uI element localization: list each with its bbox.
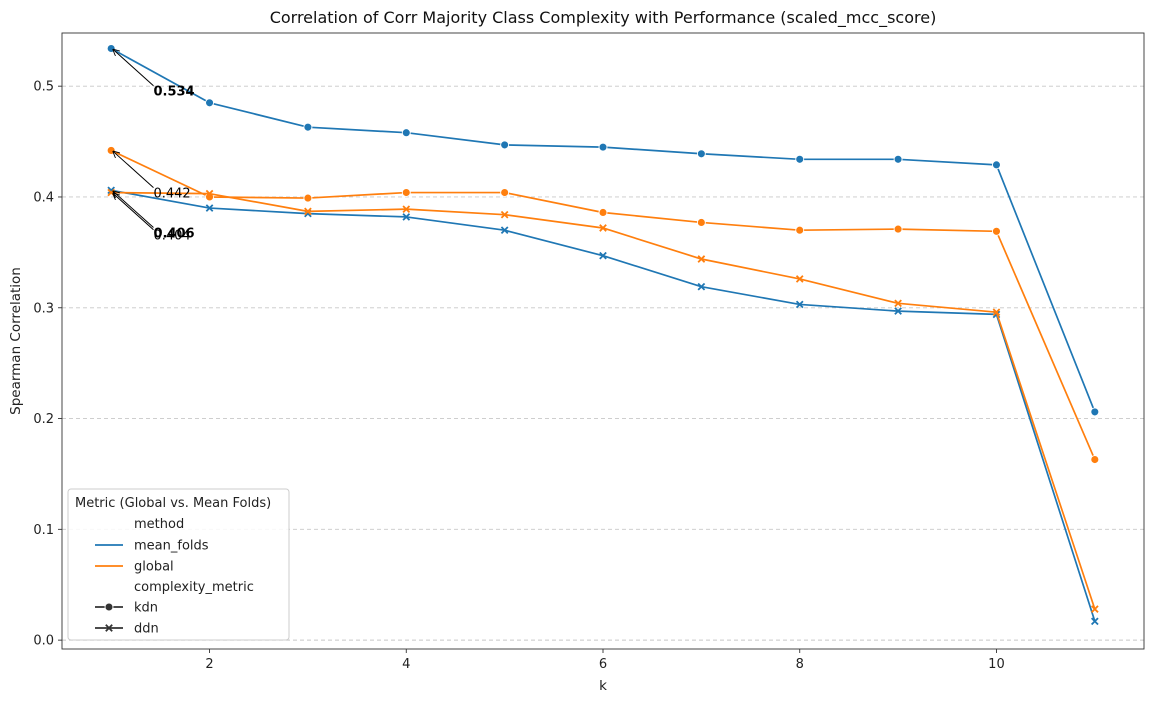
data-point: [303, 193, 313, 203]
y-tick-label: 0.3: [33, 301, 54, 316]
gridlines: [62, 85, 1144, 641]
data-point: [1090, 605, 1099, 613]
y-tick-label: 0.4: [33, 190, 54, 205]
data-point: [304, 207, 312, 216]
data-point: [500, 140, 510, 150]
legend-marker-kdn: [104, 602, 114, 612]
annotation-arrow: [113, 151, 154, 189]
x-tick-label: 8: [796, 657, 804, 672]
data-point: [106, 44, 116, 53]
data-point: [893, 224, 903, 234]
annotation-label: 0.442: [153, 187, 190, 202]
data-point: [402, 213, 411, 221]
y-tick-label: 0.1: [33, 523, 54, 538]
data-point: [795, 300, 804, 309]
x-tick-label: 6: [599, 657, 607, 672]
data-point: [697, 282, 706, 291]
annotation-arrow: [113, 191, 154, 228]
y-tick-label: 0.0: [33, 634, 54, 649]
annotation-label: 0.404: [153, 229, 190, 244]
data-point: [992, 160, 1001, 170]
legend-label-mean_folds: mean_folds: [134, 539, 209, 554]
data-point: [1090, 455, 1100, 464]
data-point: [500, 226, 509, 235]
data-point: [795, 154, 805, 164]
legend-label-ddn: ddn: [134, 622, 159, 637]
legend-style-items: kdn ddn: [95, 601, 159, 637]
y-axis-title: Spearman Correlation: [8, 267, 24, 415]
data-point: [303, 122, 313, 132]
data-point: [894, 307, 902, 315]
annotation-label: 0.534: [153, 85, 194, 100]
data-point: [893, 154, 903, 164]
x-tick-label: 4: [402, 657, 410, 672]
data-point: [696, 149, 706, 159]
data-point: [992, 226, 1001, 236]
y-tick-label: 0.5: [33, 80, 54, 95]
y-tick-label: 0.2: [33, 412, 54, 427]
data-point: [894, 299, 902, 308]
legend-box: [67, 488, 290, 641]
data-point: [598, 142, 608, 152]
data-point: [500, 188, 510, 197]
data-point: [106, 145, 116, 155]
x-axis-title: k: [599, 678, 607, 694]
data-point: [500, 210, 509, 219]
data-point: [402, 205, 411, 213]
axes: 0.0 0.1 0.2 0.3 0.4 0.5 2 4 6 8 10: [33, 80, 1004, 672]
data-point: [697, 255, 706, 263]
data-point: [992, 308, 1001, 317]
chart-title: Correlation of Corr Majority Class Compl…: [270, 8, 937, 28]
x-tick-label: 10: [988, 657, 1005, 672]
legend-label-global: global: [134, 560, 174, 575]
series-global-kdn: [106, 145, 1100, 464]
data-point: [1090, 617, 1099, 626]
annotation-arrow: [113, 194, 154, 231]
data-point: [205, 98, 214, 108]
data-point: [795, 275, 804, 283]
data-point: [1090, 407, 1100, 417]
data-point: [598, 208, 608, 217]
data-point: [205, 204, 214, 212]
legend-marker-ddn: [105, 624, 113, 632]
data-point: [599, 224, 607, 232]
data-point: [795, 225, 805, 235]
x-tick-label: 2: [205, 657, 213, 672]
legend-title: Metric (Global vs. Mean Folds): [75, 496, 271, 511]
series-mean_folds-kdn: [106, 44, 1100, 417]
data-point: [205, 189, 214, 198]
legend-hue-header: method: [134, 517, 184, 532]
legend-style-header: complexity_metric: [134, 580, 254, 595]
legend-label-kdn: kdn: [134, 601, 158, 616]
series-global-ddn: [107, 188, 1099, 613]
data-point: [401, 188, 411, 197]
data-point: [599, 251, 607, 260]
series-group: [106, 44, 1100, 626]
annotation-label: 0.406: [153, 227, 194, 242]
data-point: [401, 128, 411, 138]
legend: Metric (Global vs. Mean Folds) method me…: [67, 488, 290, 641]
data-point: [696, 218, 706, 227]
annotation-arrow: [113, 50, 154, 87]
